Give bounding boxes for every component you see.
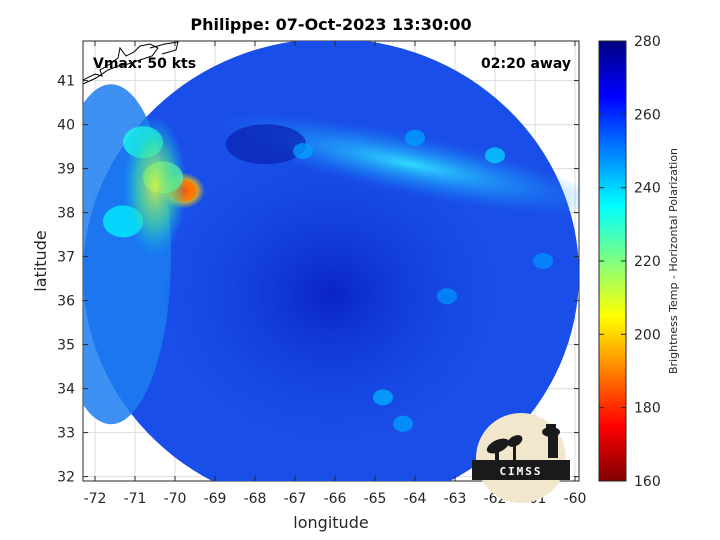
x-tick-label: -72 bbox=[84, 491, 107, 507]
x-axis-ticks: -72-71-70-69-68-67-66-65-64-63-62-61-60 bbox=[84, 41, 587, 507]
cimss-logo-text: CIMSS bbox=[499, 465, 542, 478]
x-tick-label: -69 bbox=[204, 491, 227, 507]
colorbar-tick-label: 220 bbox=[634, 254, 661, 270]
colorbar-tick-label: 160 bbox=[634, 474, 661, 490]
microwave-swath bbox=[83, 41, 579, 481]
y-tick-label: 33 bbox=[57, 426, 75, 442]
feature-point bbox=[293, 143, 313, 159]
feature-point bbox=[373, 389, 393, 406]
y-axis-label: latitude bbox=[31, 230, 50, 291]
y-tick-label: 36 bbox=[57, 294, 75, 310]
x-tick-label: -66 bbox=[324, 491, 347, 507]
colorbar-tick-label: 200 bbox=[634, 327, 661, 343]
feature-point bbox=[393, 415, 413, 432]
y-axis-ticks: 32 33 34 35 36 37 38 39 40 41 bbox=[57, 74, 579, 486]
y-tick-label: 38 bbox=[57, 206, 75, 222]
swath-band bbox=[215, 113, 579, 216]
x-tick-label: -71 bbox=[124, 491, 147, 507]
x-tick-label: -65 bbox=[364, 491, 387, 507]
x-tick-label: -70 bbox=[164, 491, 187, 507]
swath-core bbox=[161, 144, 501, 445]
feature-point bbox=[533, 253, 553, 269]
colorbar-tick-label: 280 bbox=[634, 34, 661, 50]
colorbar-tick-label: 240 bbox=[634, 181, 661, 197]
colorbar-tick-label: 180 bbox=[634, 401, 661, 417]
x-tick-label: -67 bbox=[284, 491, 307, 507]
swath-dark-patch bbox=[226, 124, 306, 165]
colorbar-label: Brightness Temp - Horizontal Polarizatio… bbox=[667, 148, 680, 374]
feature-point bbox=[437, 288, 457, 305]
y-tick-label: 32 bbox=[57, 470, 75, 486]
y-tick-label: 34 bbox=[57, 382, 75, 398]
coastline bbox=[83, 41, 179, 85]
y-tick-label: 35 bbox=[57, 338, 75, 354]
feature-warm-band bbox=[123, 116, 187, 257]
y-tick-label: 39 bbox=[57, 162, 75, 178]
y-tick-label: 41 bbox=[57, 74, 75, 90]
x-tick-label: -68 bbox=[244, 491, 267, 507]
y-tick-label: 40 bbox=[57, 118, 75, 134]
feature-point bbox=[485, 147, 505, 164]
cimss-logo: CIMSS bbox=[472, 413, 570, 503]
chart-title: Philippe: 07-Oct-2023 13:30:00 bbox=[190, 15, 471, 34]
x-axis-label: longitude bbox=[293, 513, 368, 532]
feature-point bbox=[405, 129, 425, 146]
x-tick-label: -63 bbox=[444, 491, 467, 507]
x-tick-label: -60 bbox=[564, 491, 587, 507]
y-tick-label: 37 bbox=[57, 250, 75, 266]
colorbar-tick-label: 260 bbox=[634, 107, 661, 123]
vmax-annotation: Vmax: 50 kts bbox=[93, 56, 196, 72]
colorbar: 280 260 240 220 200 180 160 Brightness Temp - … bbox=[598, 34, 680, 490]
x-tick-label: -64 bbox=[404, 491, 427, 507]
time-away-annotation: 02:20 away bbox=[481, 56, 571, 72]
